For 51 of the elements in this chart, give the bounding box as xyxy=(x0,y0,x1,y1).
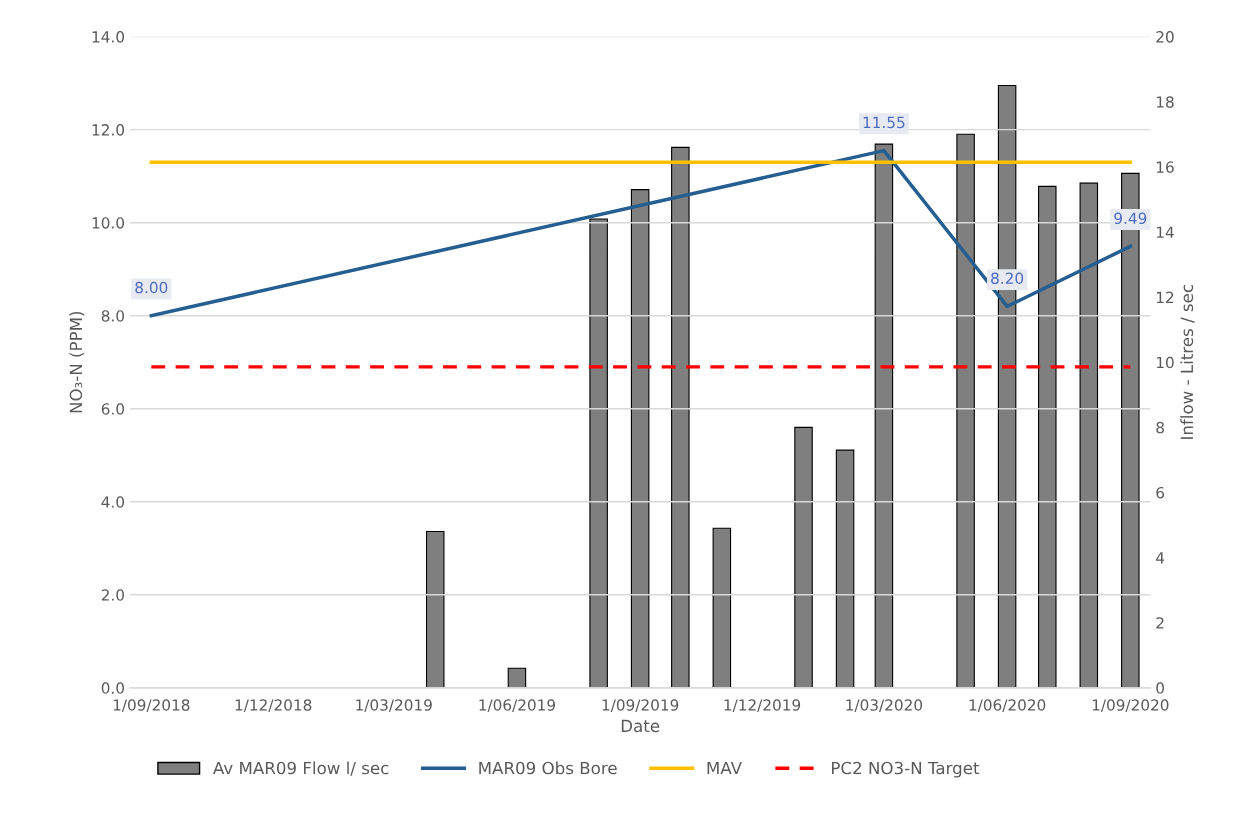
bar xyxy=(425,530,445,688)
bar xyxy=(1079,182,1099,688)
bar xyxy=(630,189,650,688)
legend-label: MAV xyxy=(707,761,742,775)
y2-tick-label: 10 xyxy=(1156,356,1174,369)
x-tick-label: 1/09/2020 xyxy=(1092,699,1169,712)
y-tick-label: 4.0 xyxy=(101,496,125,508)
bar xyxy=(1038,185,1057,688)
bar xyxy=(835,449,855,688)
data-label: 11.55 xyxy=(863,116,905,129)
y-tick-label: 14.0 xyxy=(92,31,125,43)
y-tick-label: 10.0 xyxy=(92,217,125,229)
bar xyxy=(712,527,732,688)
data-label: 8.00 xyxy=(135,281,168,294)
x-tick-label: 1/09/2018 xyxy=(113,699,190,712)
y2-axis-title: Inflow - Litres / sec xyxy=(1180,284,1195,439)
x-tick-label: 1/09/2019 xyxy=(602,699,679,712)
legend-label: Av MAR09 Flow l/ sec xyxy=(213,761,389,776)
y-tick-label: 0.0 xyxy=(101,682,125,694)
y2-tick-label: 4 xyxy=(1156,552,1165,564)
y2-tick-label: 2 xyxy=(1156,617,1164,629)
y-axis-title: NO₃-N (PPM) xyxy=(69,311,85,413)
x-tick-label: 1/03/2020 xyxy=(846,699,923,712)
bar xyxy=(794,426,813,688)
y2-tick-label: 6 xyxy=(1156,486,1165,499)
y-tick-label: 2.0 xyxy=(101,589,125,601)
x-tick-label: 1/06/2019 xyxy=(479,699,556,712)
x-tick-label: 1/06/2020 xyxy=(969,699,1046,712)
y-tick-label: 8.0 xyxy=(101,310,125,322)
data-label: 8.20 xyxy=(991,272,1024,285)
bar xyxy=(956,133,975,688)
x-tick-label: 1/12/2019 xyxy=(724,699,801,712)
legend-label: PC2 NO3-N Target xyxy=(832,761,980,778)
y2-tick-label: 0 xyxy=(1156,682,1164,694)
y2-tick-label: 14 xyxy=(1156,226,1174,238)
bar xyxy=(507,667,527,688)
data-label: 9.49 xyxy=(1114,212,1147,224)
y2-tick-label: 20 xyxy=(1156,31,1174,43)
y-tick-label: 6.0 xyxy=(101,403,125,415)
legend-label: MAR09 Obs Bore xyxy=(479,761,617,775)
y2-tick-label: 12 xyxy=(1156,291,1174,303)
y2-tick-label: 8 xyxy=(1156,421,1164,434)
y-tick-label: 12.0 xyxy=(92,124,125,136)
bar xyxy=(589,218,608,688)
bar xyxy=(874,143,894,688)
x-tick-label: 1/03/2019 xyxy=(356,699,432,712)
x-axis-title: Date xyxy=(621,719,660,733)
y2-tick-label: 18 xyxy=(1156,96,1174,108)
bar xyxy=(671,146,690,688)
y2-tick-label: 16 xyxy=(1156,161,1174,173)
x-tick-label: 1/12/2018 xyxy=(235,699,312,712)
